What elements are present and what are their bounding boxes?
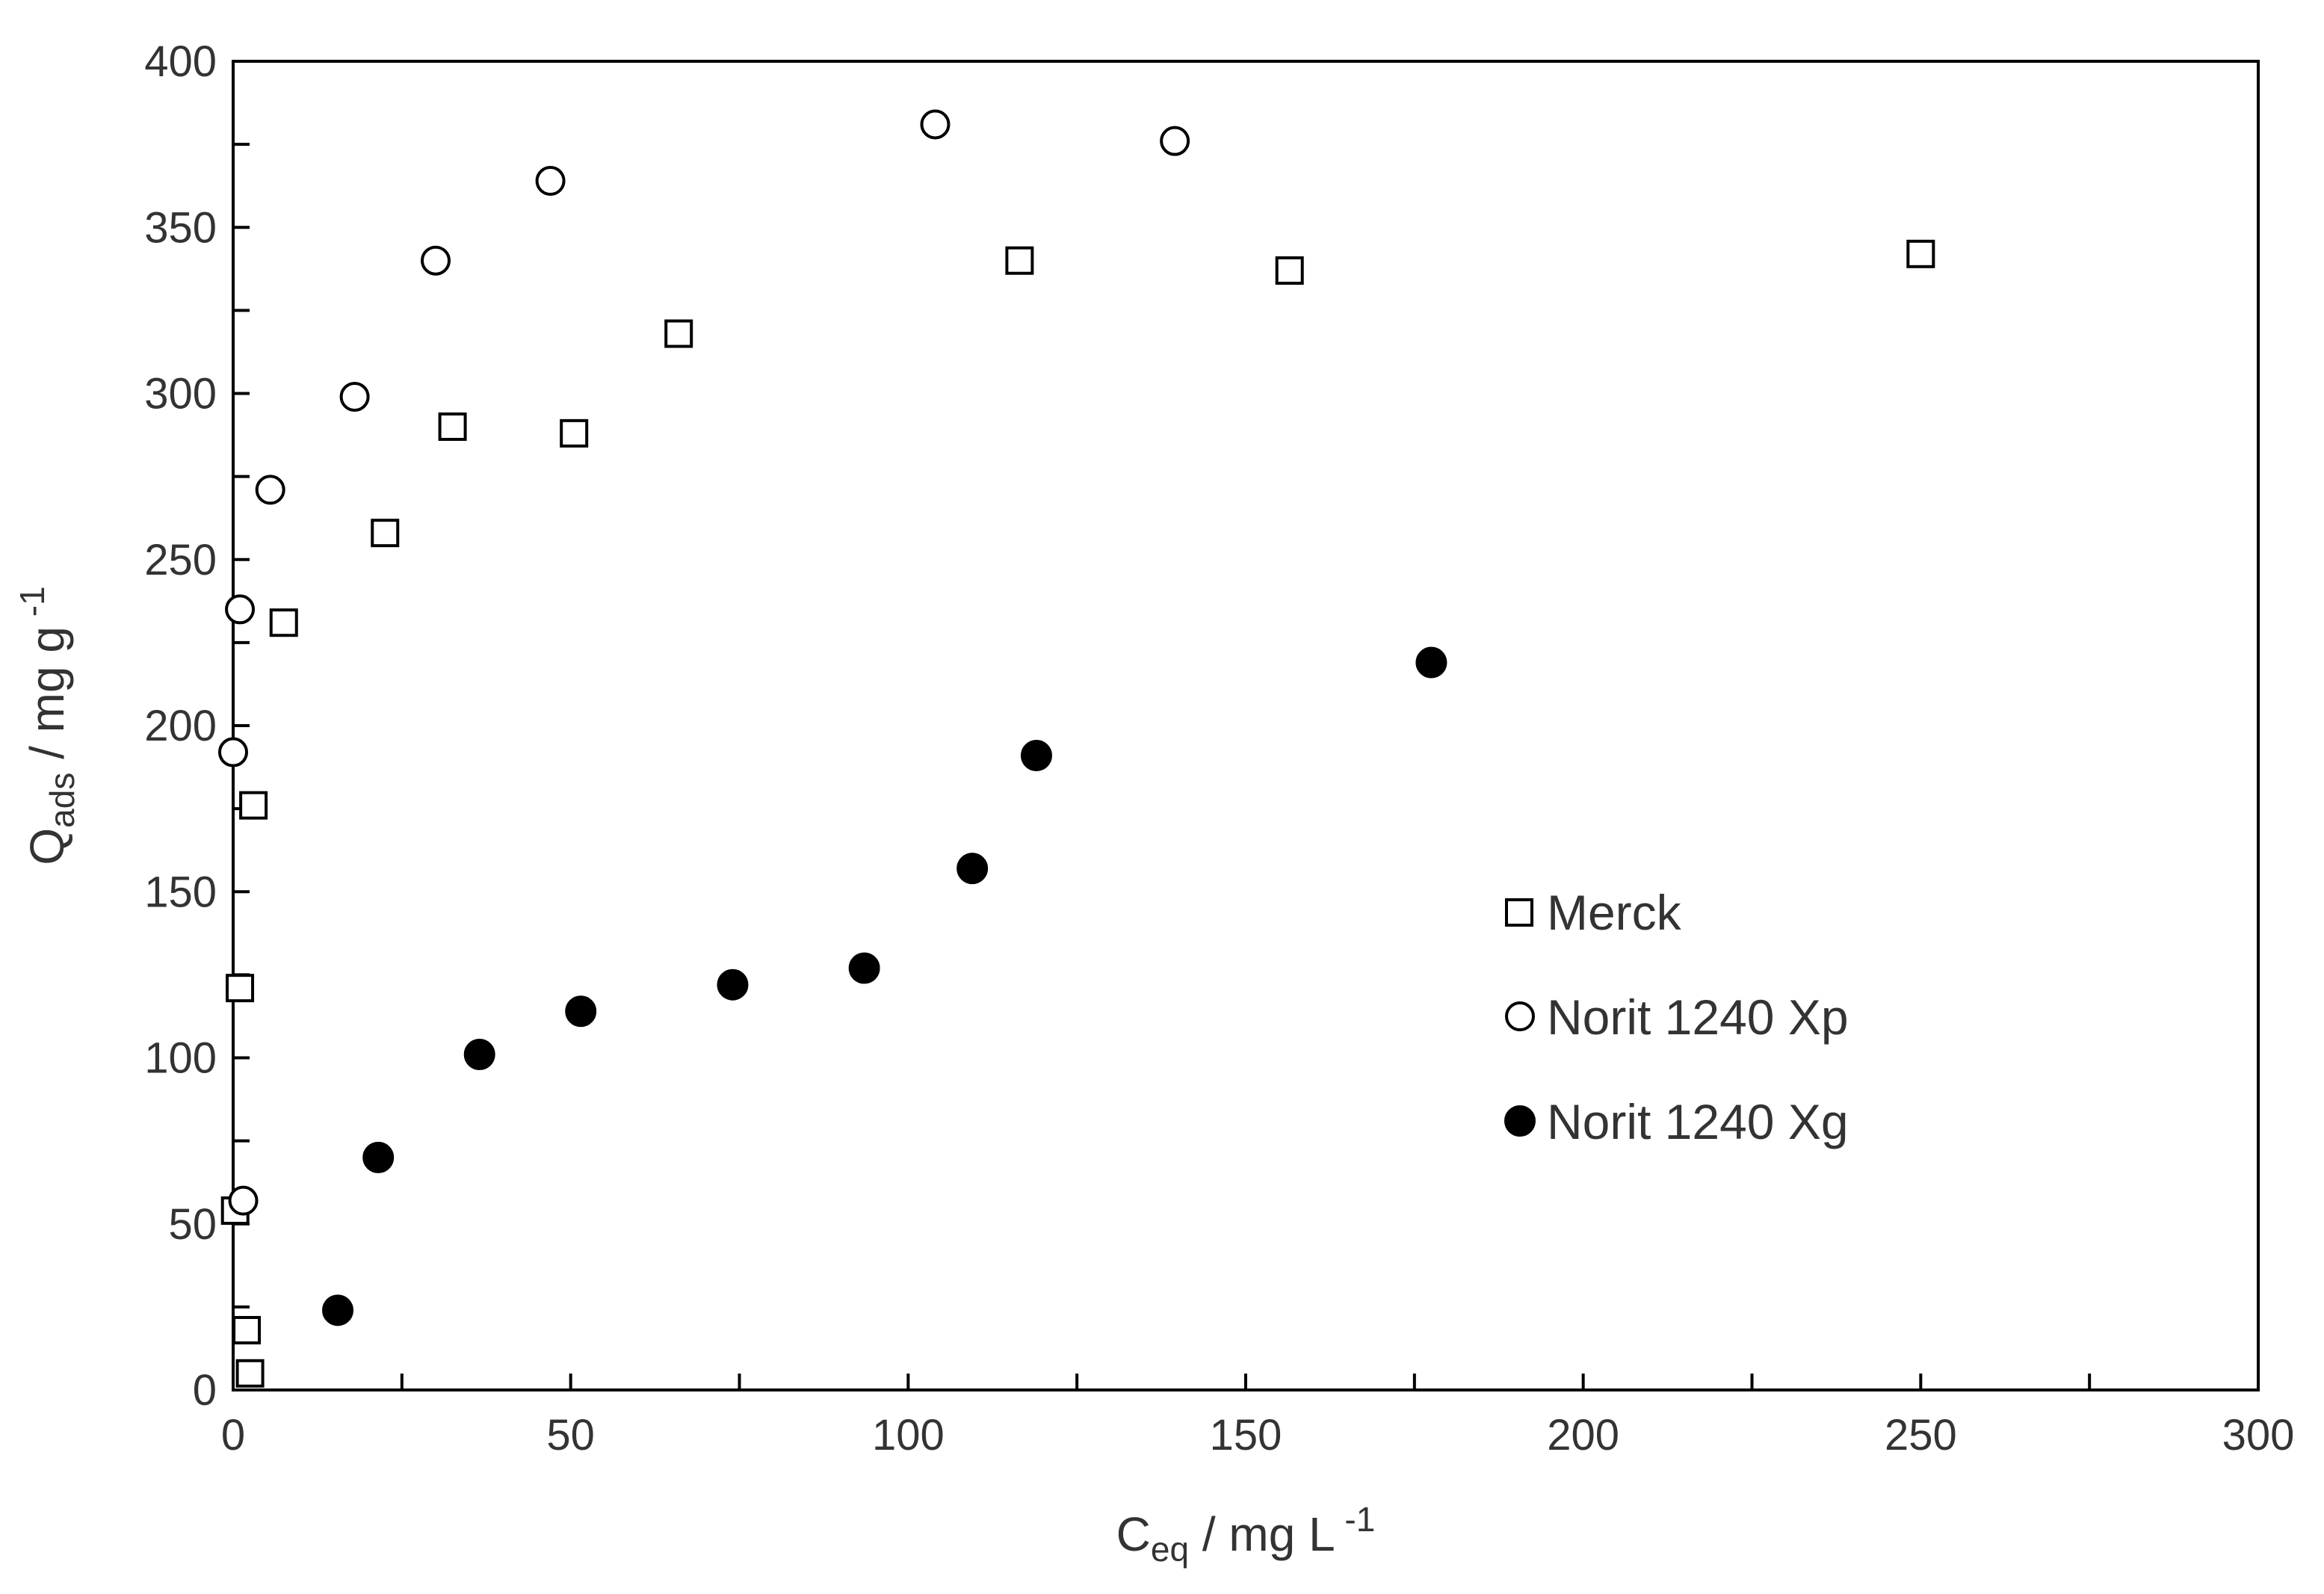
data-point-norit-1240-xg bbox=[1415, 646, 1447, 679]
x-tick-label: 50 bbox=[546, 1411, 595, 1459]
data-point-merck bbox=[232, 1315, 262, 1344]
x-tick-label: 100 bbox=[872, 1411, 945, 1459]
data-point-norit-1240-xp bbox=[218, 737, 248, 767]
x-tick-label: 0 bbox=[221, 1411, 245, 1459]
data-point-merck bbox=[239, 791, 268, 820]
data-point-merck bbox=[226, 974, 255, 1003]
x-tick-label: 200 bbox=[1547, 1411, 1619, 1459]
data-point-norit-1240-xg bbox=[717, 969, 749, 1001]
legend-marker-filled-circle bbox=[1504, 1105, 1536, 1137]
legend-label-merck: Merck bbox=[1547, 885, 1682, 940]
x-tick-label: 150 bbox=[1210, 1411, 1282, 1459]
series-norit-1240-xp bbox=[218, 109, 1190, 1216]
data-point-merck bbox=[560, 418, 589, 448]
y-tick-label: 0 bbox=[193, 1366, 217, 1415]
series-norit-1240-xg bbox=[322, 646, 1447, 1326]
data-point-norit-1240-xp bbox=[421, 245, 451, 276]
data-point-merck bbox=[664, 319, 693, 348]
legend-label-norit-1240-xg: Norit 1240 Xg bbox=[1547, 1094, 1849, 1149]
data-point-norit-1240-xp bbox=[1160, 126, 1190, 156]
series-merck bbox=[220, 239, 1935, 1388]
y-tick-label: 50 bbox=[168, 1200, 217, 1249]
legend-marker-open-square bbox=[1505, 898, 1533, 927]
data-point-norit-1240-xg bbox=[957, 853, 989, 885]
y-tick-label: 300 bbox=[144, 370, 217, 418]
series-layer bbox=[218, 109, 1935, 1388]
x-tick-label: 300 bbox=[2222, 1411, 2295, 1459]
data-point-norit-1240-xg bbox=[565, 995, 597, 1028]
data-point-norit-1240-xg bbox=[463, 1039, 495, 1071]
data-point-merck bbox=[269, 608, 298, 637]
data-point-norit-1240-xp bbox=[535, 166, 566, 197]
data-point-norit-1240-xp bbox=[255, 475, 285, 505]
legend-item-merck: Merck bbox=[1505, 885, 1682, 940]
y-tick-label: 200 bbox=[144, 702, 217, 750]
y-tick-label: 250 bbox=[144, 536, 217, 584]
legend: Merck Norit 1240 Xp Norit 1240 Xg bbox=[1504, 885, 1849, 1149]
x-axis-title: Ceq / mg L -1 bbox=[1116, 1500, 1376, 1569]
data-point-merck bbox=[371, 519, 400, 548]
data-point-norit-1240-xg bbox=[322, 1294, 354, 1326]
legend-label-norit-1240-xp: Norit 1240 Xp bbox=[1547, 989, 1849, 1045]
axes: 0 50 100 150 200 250 300 0 50 100 150 200 250 300 350 4… bbox=[144, 37, 2294, 1459]
y-tick-label: 350 bbox=[144, 203, 217, 252]
y-axis-title: Qads / mg g -1 bbox=[13, 586, 81, 865]
legend-item-norit-1240-xg: Norit 1240 Xg bbox=[1504, 1094, 1849, 1149]
data-point-norit-1240-xg bbox=[1020, 740, 1052, 772]
data-point-norit-1240-xg bbox=[362, 1141, 395, 1173]
data-point-merck bbox=[1005, 246, 1034, 275]
data-point-norit-1240-xp bbox=[920, 109, 951, 140]
y-tick-label: 400 bbox=[144, 37, 217, 86]
data-point-norit-1240-xg bbox=[848, 952, 880, 984]
data-point-norit-1240-xp bbox=[225, 594, 256, 625]
data-point-norit-1240-xp bbox=[228, 1185, 259, 1216]
data-point-merck bbox=[235, 1359, 265, 1388]
x-tick-label: 250 bbox=[1885, 1411, 1957, 1459]
y-tick-label: 100 bbox=[144, 1034, 217, 1083]
data-point-merck bbox=[438, 412, 467, 441]
y-tick-label: 150 bbox=[144, 868, 217, 916]
plot-frame bbox=[232, 60, 2260, 1391]
data-point-norit-1240-xp bbox=[339, 381, 370, 412]
data-point-merck bbox=[1906, 239, 1935, 268]
legend-item-norit-1240-xp: Norit 1240 Xp bbox=[1505, 989, 1849, 1045]
legend-marker-open-circle bbox=[1505, 1001, 1535, 1031]
data-point-merck bbox=[1275, 256, 1304, 285]
